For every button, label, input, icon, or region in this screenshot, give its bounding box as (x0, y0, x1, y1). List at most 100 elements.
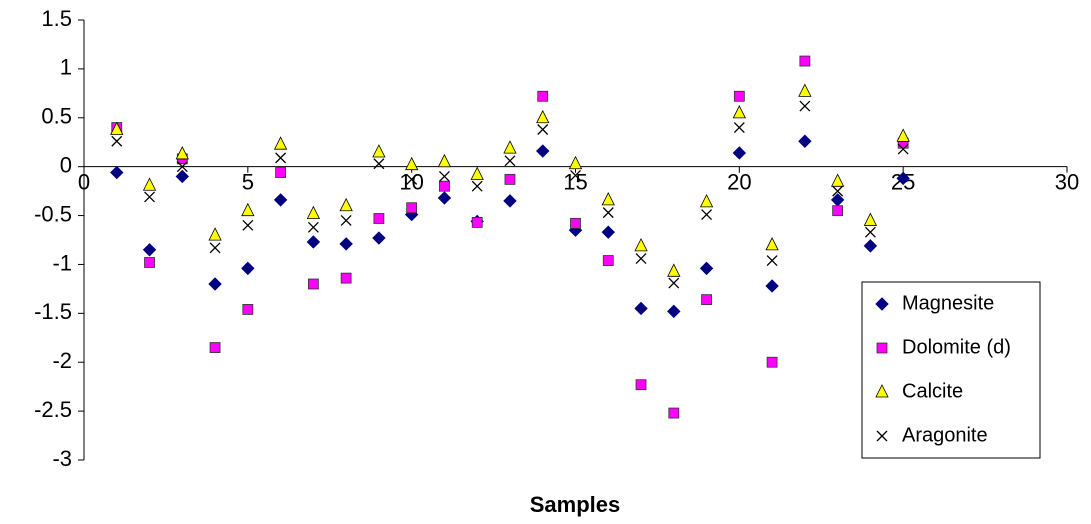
point (732, 146, 747, 160)
point (373, 158, 385, 170)
point (241, 261, 255, 276)
point (537, 124, 549, 135)
point (275, 152, 287, 164)
point (732, 104, 746, 119)
point (733, 90, 745, 102)
point (537, 90, 549, 102)
point (110, 165, 124, 180)
y-tick-label: 0 (60, 152, 72, 177)
y-tick-label: -1 (52, 250, 72, 275)
point (340, 214, 352, 226)
point (504, 155, 516, 167)
point (701, 209, 713, 221)
point (832, 205, 844, 217)
point (307, 278, 319, 290)
point (896, 128, 910, 142)
y-tick-label: -2 (52, 348, 72, 373)
point (242, 304, 254, 315)
point (766, 255, 778, 266)
point (208, 277, 222, 291)
point (208, 227, 222, 241)
point (175, 146, 189, 160)
point (406, 173, 418, 185)
point (373, 213, 385, 224)
point (634, 237, 648, 252)
x-tick-label: 15 (563, 169, 587, 194)
point (176, 161, 188, 173)
y-tick-label: 1.5 (41, 6, 72, 31)
point (602, 255, 614, 266)
point (273, 136, 288, 150)
point (142, 243, 157, 257)
point (340, 272, 352, 284)
point (437, 153, 452, 168)
x-tick-label: 20 (727, 169, 751, 194)
point (733, 122, 745, 134)
point (701, 294, 712, 306)
y-tick-label: 0.5 (41, 104, 72, 129)
point (896, 171, 910, 186)
point (799, 55, 811, 67)
point (372, 231, 386, 245)
y-tick-label: 1 (60, 55, 72, 80)
point (765, 236, 779, 251)
point (765, 279, 779, 293)
point (275, 167, 287, 178)
point (536, 144, 550, 158)
point (339, 197, 353, 212)
point (142, 177, 157, 191)
point (699, 261, 714, 276)
legend-label: Aragonite (902, 424, 988, 446)
point (241, 202, 255, 217)
point (144, 191, 155, 203)
point (406, 202, 418, 214)
x-tick-label: 0 (78, 169, 90, 194)
legend-label: Dolomite (d) (902, 336, 1011, 358)
legend-marker (875, 297, 889, 311)
point (766, 356, 778, 368)
point (602, 207, 614, 219)
point (536, 109, 550, 124)
point (897, 143, 909, 155)
point (175, 169, 190, 184)
point (863, 239, 878, 253)
point (209, 242, 221, 254)
point (438, 170, 450, 182)
point (504, 173, 516, 185)
point (830, 173, 845, 187)
legend-label: Calcite (902, 380, 963, 402)
point (601, 225, 615, 239)
point (470, 166, 484, 180)
point (864, 226, 876, 238)
point (405, 156, 419, 171)
point (635, 253, 647, 265)
point (471, 180, 483, 192)
x-tick-label: 5 (242, 169, 254, 194)
point (570, 217, 581, 229)
point (798, 134, 812, 148)
point (798, 83, 812, 97)
point (111, 135, 123, 147)
point (306, 235, 321, 249)
point (339, 237, 353, 251)
y-tick-label: -1.5 (34, 299, 72, 324)
x-tick-label: 30 (1055, 169, 1079, 194)
legend-marker (876, 342, 888, 354)
point (668, 407, 680, 419)
point (110, 121, 124, 135)
legend-marker (875, 384, 889, 398)
point (832, 185, 844, 197)
legend-box (861, 281, 1041, 459)
point (439, 180, 450, 192)
point (634, 301, 648, 316)
x-axis-title: Samples (530, 492, 621, 517)
point (570, 170, 581, 181)
point (209, 342, 221, 353)
point (372, 144, 386, 158)
x-tick-label: 10 (399, 169, 423, 194)
y-tick-label: -3 (52, 446, 72, 471)
point (437, 191, 452, 205)
point (273, 193, 288, 207)
